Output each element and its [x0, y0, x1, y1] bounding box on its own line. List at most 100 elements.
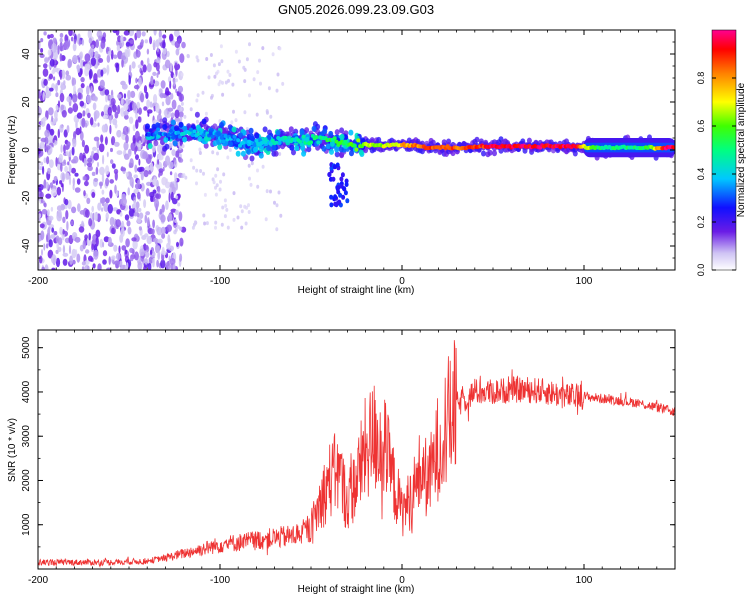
noise-blob: [103, 236, 110, 243]
noise-blob: [38, 255, 43, 264]
noise-blob: [123, 30, 130, 36]
noise-blob: [67, 107, 73, 114]
noise-blob: [89, 117, 94, 126]
noise-blob: [120, 55, 127, 60]
noise-blob: [128, 208, 135, 217]
noise-blob: [143, 170, 149, 178]
noise-blob: [88, 218, 93, 227]
noise-blob: [124, 49, 130, 59]
noise-blob: [146, 63, 152, 73]
ridge-clump: [271, 144, 277, 151]
noise-blob: [65, 70, 70, 76]
noise-blob: [156, 47, 159, 53]
noise-blob: [127, 187, 130, 196]
noise-blob: [55, 157, 58, 167]
noise-blob: [204, 111, 208, 116]
noise-blob: [225, 207, 229, 212]
noise-blob: [98, 143, 105, 153]
ridge-clump: [172, 140, 178, 147]
noise-blob: [123, 141, 129, 151]
noise-blob: [118, 245, 121, 254]
ridge-clump: [145, 123, 150, 130]
noise-blob: [152, 178, 157, 186]
noise-blob: [56, 186, 62, 196]
ridge-clump: [238, 132, 243, 139]
noise-blob: [63, 129, 68, 138]
noise-blob: [178, 146, 182, 150]
noise-blob: [47, 34, 51, 39]
noise-blob: [42, 68, 49, 77]
noise-blob: [160, 214, 166, 223]
noise-blob: [38, 160, 41, 170]
noise-blob: [247, 203, 250, 208]
noise-blob: [175, 195, 179, 200]
noise-blob: [214, 192, 218, 197]
noise-blob: [40, 161, 44, 166]
ridge-point: [188, 127, 193, 132]
ridge-point: [168, 128, 173, 133]
noise-blob: [179, 226, 183, 231]
noise-blob: [242, 65, 246, 70]
ridge-clump: [254, 132, 260, 139]
noise-blob: [181, 144, 185, 149]
ridge-clump: [329, 140, 335, 147]
noise-blob: [67, 199, 72, 210]
snr-panel: -200 -100 0 100 1000 2000 3000 4000 5000 Height…: [7, 329, 676, 595]
noise-blob: [181, 41, 186, 49]
noise-blob: [202, 213, 206, 218]
spectrogram-x-axis-label: Height of straight line (km): [298, 285, 415, 296]
noise-blob: [38, 184, 44, 191]
ridge-halo: [212, 123, 218, 130]
colorbar-ticks: 0.0 0.2 0.4 0.6 0.8: [696, 72, 736, 277]
noise-blob: [221, 205, 225, 210]
noise-blob: [65, 74, 72, 81]
noise-blob: [212, 180, 216, 185]
noise-blob: [175, 48, 180, 56]
noise-blob: [127, 90, 131, 100]
spectrogram-y-tick-label: -20: [21, 190, 32, 205]
snr-x-tick-label: 0: [399, 575, 405, 586]
noise-blob: [49, 182, 54, 189]
noise-blob: [68, 163, 72, 173]
noise-blob: [104, 89, 110, 96]
colorbar-tick-label: 0.0: [696, 264, 706, 277]
ridge-point: [154, 130, 159, 135]
ridge-clump: [155, 122, 161, 129]
noise-blob: [93, 249, 99, 260]
noise-blob: [81, 261, 86, 266]
noise-blob: [40, 230, 45, 241]
noise-blob: [138, 140, 142, 151]
noise-blob: [164, 109, 167, 120]
noise-blob: [145, 244, 149, 250]
noise-blob: [177, 38, 182, 43]
ridge-point: [198, 127, 202, 132]
ridge-point: [269, 141, 273, 146]
noise-blob: [155, 102, 160, 113]
noise-blob: [161, 204, 165, 213]
noise-blob: [196, 93, 200, 98]
noise-blob: [220, 59, 224, 64]
noise-blob: [84, 180, 89, 187]
noise-blob: [59, 226, 63, 233]
snr-y-ticks: 1000 2000 3000 4000 5000: [21, 336, 675, 548]
noise-blob: [95, 166, 99, 175]
noise-blob: [234, 118, 238, 123]
noise-blob: [157, 250, 161, 260]
noise-blob: [140, 171, 144, 181]
noise-blob: [123, 103, 129, 111]
ridge-clump: [349, 150, 354, 157]
noise-blob: [213, 74, 217, 79]
noise-blob: [107, 50, 112, 56]
noise-blob: [90, 212, 93, 221]
ridge-clump: [336, 185, 341, 191]
noise-blob: [74, 249, 78, 257]
noise-blob: [47, 49, 52, 56]
ridge-clump: [325, 143, 331, 150]
noise-blob: [43, 63, 48, 69]
noise-blob: [226, 155, 230, 160]
noise-blob: [277, 190, 281, 195]
noise-blob: [152, 71, 157, 76]
noise-blob: [205, 57, 209, 61]
noise-blob: [60, 82, 65, 91]
noise-blob: [83, 157, 87, 167]
